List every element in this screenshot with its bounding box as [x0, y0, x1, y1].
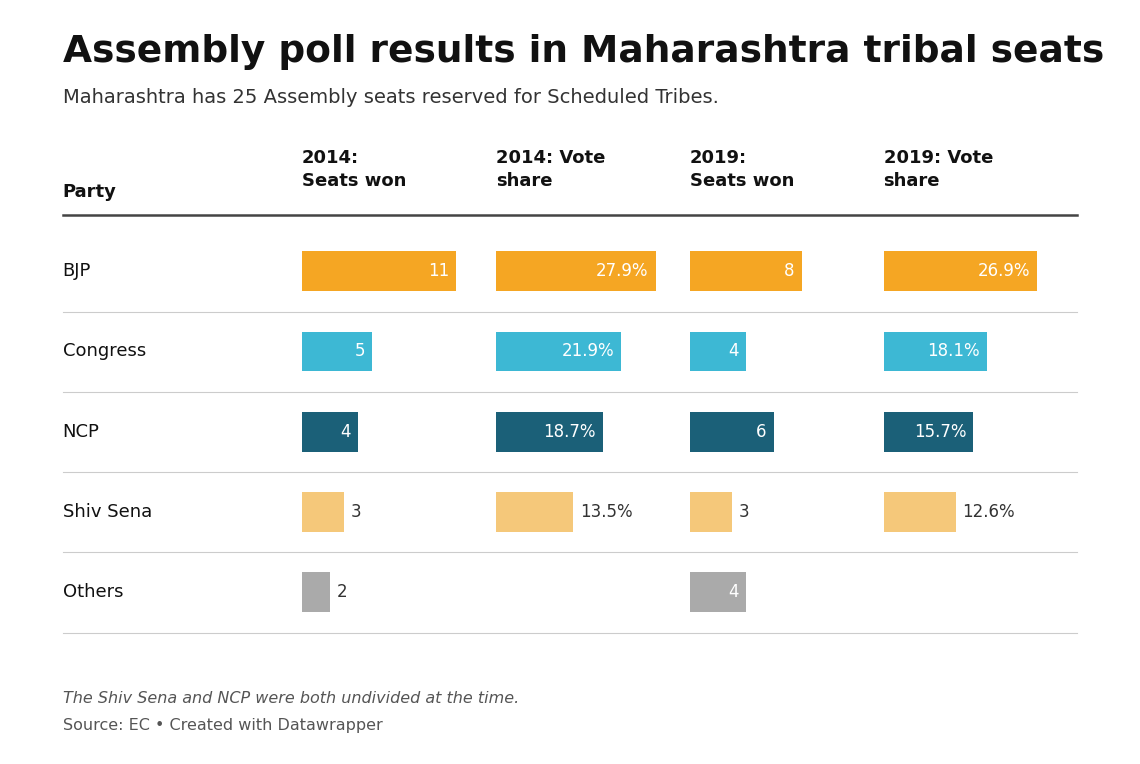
Bar: [884, 412, 974, 452]
Bar: [302, 251, 456, 291]
Text: BJP: BJP: [63, 262, 91, 280]
Text: 6: 6: [756, 422, 767, 441]
Bar: [496, 492, 573, 532]
Text: Others: Others: [63, 583, 123, 601]
Text: 3: 3: [739, 503, 749, 521]
Text: Shiv Sena: Shiv Sena: [63, 503, 152, 521]
Text: 4: 4: [341, 422, 351, 441]
Text: Maharashtra has 25 Assembly seats reserved for Scheduled Tribes.: Maharashtra has 25 Assembly seats reserv…: [63, 88, 718, 107]
Text: 18.7%: 18.7%: [544, 422, 596, 441]
Text: 11: 11: [428, 262, 449, 280]
Bar: [884, 332, 987, 371]
Text: 15.7%: 15.7%: [914, 422, 967, 441]
Text: 4: 4: [728, 583, 739, 601]
Bar: [302, 572, 331, 612]
Text: 18.1%: 18.1%: [928, 342, 980, 361]
Text: 2: 2: [337, 583, 348, 601]
Text: 3: 3: [351, 503, 361, 521]
Bar: [884, 251, 1037, 291]
Bar: [884, 492, 955, 532]
Text: The Shiv Sena and NCP were both undivided at the time.: The Shiv Sena and NCP were both undivide…: [63, 691, 519, 707]
Bar: [302, 412, 358, 452]
Text: Congress: Congress: [63, 342, 146, 361]
Bar: [302, 332, 372, 371]
Text: 8: 8: [784, 262, 795, 280]
Text: 2019: Vote
share: 2019: Vote share: [884, 149, 993, 190]
Text: NCP: NCP: [63, 422, 99, 441]
Text: 13.5%: 13.5%: [580, 503, 633, 521]
Text: 2019:
Seats won: 2019: Seats won: [690, 149, 795, 190]
Bar: [690, 492, 732, 532]
Text: Assembly poll results in Maharashtra tribal seats: Assembly poll results in Maharashtra tri…: [63, 34, 1104, 70]
Text: 21.9%: 21.9%: [562, 342, 614, 361]
Bar: [496, 332, 621, 371]
Bar: [496, 412, 603, 452]
Bar: [690, 412, 774, 452]
Text: 4: 4: [728, 342, 739, 361]
Text: 5: 5: [355, 342, 365, 361]
Text: 26.9%: 26.9%: [978, 262, 1031, 280]
Bar: [690, 251, 801, 291]
Text: Party: Party: [63, 183, 116, 202]
Text: 2014: Vote
share: 2014: Vote share: [496, 149, 605, 190]
Bar: [690, 332, 746, 371]
Text: 2014:
Seats won: 2014: Seats won: [302, 149, 407, 190]
Text: Source: EC • Created with Datawrapper: Source: EC • Created with Datawrapper: [63, 718, 382, 733]
Text: 12.6%: 12.6%: [962, 503, 1015, 521]
Bar: [496, 251, 656, 291]
Bar: [302, 492, 344, 532]
Bar: [690, 572, 746, 612]
Text: 27.9%: 27.9%: [596, 262, 649, 280]
